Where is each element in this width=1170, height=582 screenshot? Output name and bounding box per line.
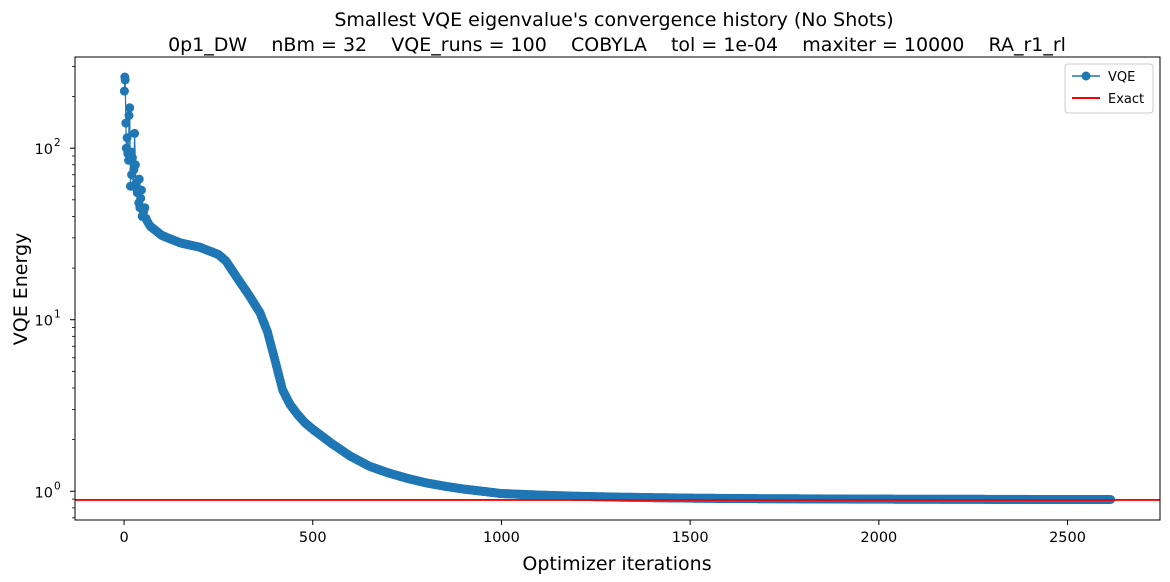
- axes-frame: [74, 56, 1161, 521]
- y-tick-label-1: 10: [35, 314, 53, 330]
- x-tick-label-2: 1000: [483, 530, 520, 546]
- x-axis-label: Optimizer iterations: [522, 553, 711, 575]
- vqe-point-3: [121, 118, 131, 128]
- y-tick-exponent-1: 1: [54, 309, 61, 321]
- x-tick-label-5: 2500: [1049, 530, 1086, 546]
- x-tick-label-0: 0: [119, 530, 128, 546]
- vqe-point-0: [119, 86, 129, 96]
- plot-content: [75, 72, 1160, 504]
- plot-area: [75, 72, 1160, 504]
- vqe-point-8: [124, 111, 134, 120]
- y-tick-exponent-2: 2: [54, 137, 61, 149]
- vqe-point-2: [120, 75, 130, 85]
- x-tick-label-1: 500: [299, 530, 327, 546]
- vqe-point-16: [130, 128, 140, 138]
- legend: VQE Exact: [1064, 63, 1154, 114]
- vqe-point-13: [127, 153, 137, 163]
- chart-subtitle: 0p1_DW nBm = 32 VQE_runs = 100 COBYLA to…: [168, 34, 1066, 56]
- x-tick-label-3: 1500: [672, 530, 709, 546]
- y-tick-exponent-0: 0: [54, 480, 61, 492]
- legend-vqe-label: VQE: [1108, 70, 1135, 85]
- x-tick-label-4: 2000: [860, 530, 897, 546]
- vqe-point-17: [130, 160, 140, 170]
- y-tick-label-2: 10: [35, 142, 53, 158]
- legend-exact-label: Exact: [1108, 92, 1144, 107]
- legend-vqe-marker: [1081, 71, 1091, 81]
- vqe-point-9: [125, 103, 135, 113]
- y-tick-label-0: 10: [35, 485, 53, 501]
- vqe-point-26: [136, 185, 146, 195]
- vqe-point-23: [134, 174, 144, 184]
- y-axis-label: VQE Energy: [10, 233, 32, 346]
- chart-title: Smallest VQE eigenvalue's convergence hi…: [334, 9, 893, 31]
- vqe-point-5: [122, 133, 132, 143]
- vqe-point-25: [136, 193, 146, 203]
- vqe-point-30: [140, 203, 150, 213]
